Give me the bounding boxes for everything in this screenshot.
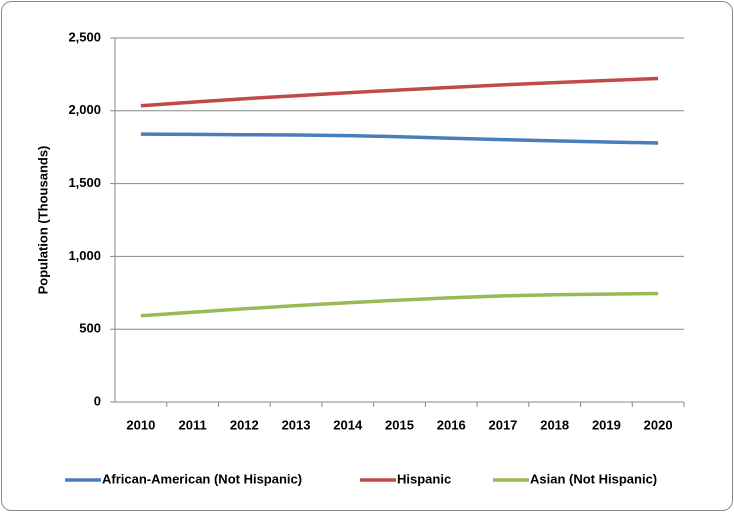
x-tick-label: 2020 [644,417,673,432]
legend-label: Hispanic [397,471,451,486]
x-tick-label: 2015 [385,417,414,432]
series-line [140,291,659,318]
x-tick-label: 2019 [592,417,621,432]
legend-label: Asian (Not Hispanic) [530,471,657,486]
y-tick-label: 2,000 [68,102,101,117]
legend-label: African-American (Not Hispanic) [102,471,302,486]
x-tick-label: 2018 [540,417,569,432]
y-tick-label: 1,500 [68,175,101,190]
y-tick-label: 2,500 [68,29,101,44]
x-tick-label: 2014 [333,417,363,432]
y-tick-label: 0 [94,393,101,408]
series-line [140,132,659,145]
x-tick-label: 2016 [437,417,466,432]
y-axis-label: Population (Thousands) [35,146,50,295]
series-line [140,76,659,108]
x-tick-label: 2017 [488,417,517,432]
y-tick-label: 500 [79,321,101,336]
x-tick-label: 2011 [178,417,206,432]
x-tick-label: 2013 [282,417,311,432]
x-tick-label: 2012 [230,417,259,432]
y-tick-label: 1,000 [68,248,101,263]
x-tick-label: 2010 [126,417,155,432]
